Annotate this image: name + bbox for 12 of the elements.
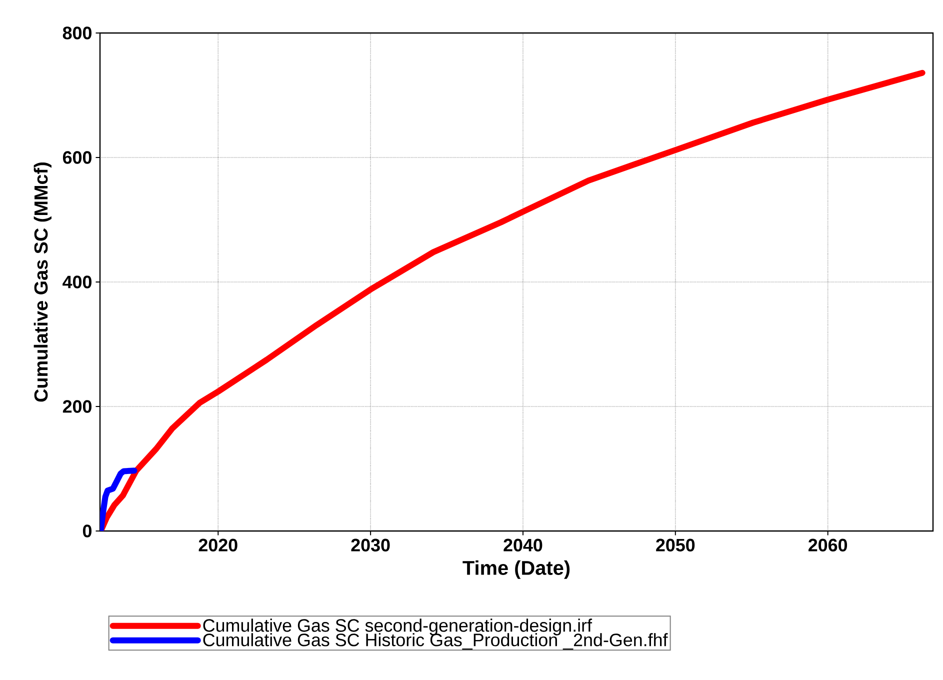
y-tick-label: 600 — [62, 151, 92, 164]
x-axis-title: Time (Date) — [462, 560, 570, 579]
x-tick-label: 2050 — [656, 538, 695, 552]
x-tick-label: 2030 — [351, 538, 390, 552]
y-tick-label: 800 — [62, 26, 92, 40]
y-axis-title: Cumulative Gas SC (MMcf) — [34, 162, 52, 402]
y-tick-label: 400 — [62, 276, 92, 288]
x-tick-label: 2020 — [198, 538, 238, 552]
x-tick-label: 2040 — [504, 538, 542, 552]
y-tick-label: 0 — [82, 524, 92, 538]
x-tick-label: 2060 — [808, 538, 848, 552]
y-tick-label: 200 — [62, 400, 92, 413]
